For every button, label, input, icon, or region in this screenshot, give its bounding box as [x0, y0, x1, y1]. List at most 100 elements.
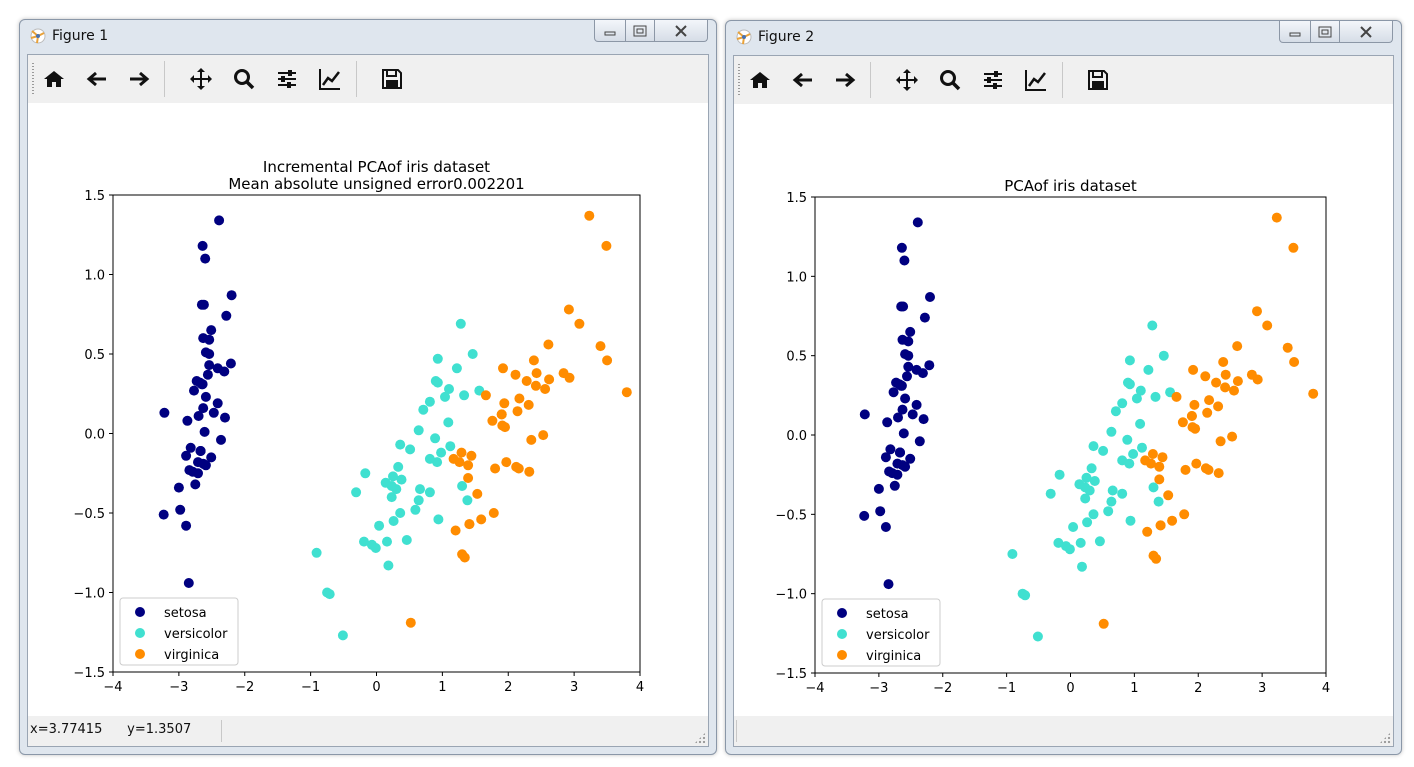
data-point-virginica: [1282, 342, 1293, 353]
data-point-versicolor: [1135, 418, 1146, 429]
data-point-versicolor: [443, 417, 454, 428]
minimize-button[interactable]: [594, 20, 626, 42]
title-bar[interactable]: Figure 2: [726, 21, 1401, 53]
data-point-virginica: [543, 339, 554, 350]
x-tick-label: 2: [1194, 681, 1202, 696]
configure-subplots-icon: [278, 70, 296, 88]
data-point-virginica: [574, 318, 585, 329]
data-point-setosa: [182, 415, 193, 426]
navigation-toolbar: [28, 55, 708, 103]
data-point-versicolor: [1137, 442, 1147, 453]
maximize-button[interactable]: [626, 20, 655, 42]
data-point-virginica: [1204, 395, 1215, 406]
legend-marker: [837, 608, 847, 618]
status-separator: [221, 720, 222, 742]
forward-arrow-icon: [130, 71, 150, 87]
data-point-virginica: [601, 240, 612, 251]
zoom-button[interactable]: [934, 64, 966, 96]
pan-button[interactable]: [891, 64, 923, 96]
figure-window-2: Figure 2 PCAof iris dataset −4 −3 −2 −1 0 1 2 3 4…: [725, 20, 1402, 755]
data-point-virginica: [1155, 520, 1166, 531]
data-point-setosa: [173, 482, 184, 493]
data-point-virginica: [521, 376, 532, 386]
configure-subplots-button[interactable]: [977, 64, 1009, 96]
home-button[interactable]: [38, 63, 70, 95]
data-point-versicolor: [1110, 406, 1121, 417]
forward-button[interactable]: [829, 64, 861, 96]
back-button[interactable]: [787, 64, 819, 96]
data-point-setosa: [175, 504, 186, 515]
save-icon: [1088, 70, 1108, 90]
data-point-virginica: [1202, 407, 1213, 418]
pan-button[interactable]: [185, 63, 217, 95]
plot-area[interactable]: PCAof iris dataset −4 −3 −2 −1 0 1 2 3 4 −1.5 −1.0 −…: [734, 104, 1393, 716]
data-point-versicolor: [1103, 506, 1114, 517]
back-button[interactable]: [81, 63, 113, 95]
toolbar-separator: [356, 61, 357, 97]
data-point-versicolor: [1082, 517, 1093, 528]
data-point-versicolor: [457, 481, 468, 491]
legend-label: setosa: [866, 607, 909, 622]
save-button[interactable]: [376, 63, 408, 95]
toolbar-grip[interactable]: [32, 63, 34, 95]
zoom-button[interactable]: [228, 63, 260, 95]
close-button[interactable]: [655, 20, 708, 42]
data-point-virginica: [523, 399, 534, 410]
data-point-setosa: [900, 461, 911, 472]
data-point-versicolor: [459, 390, 470, 401]
figure-window-1: Figure 1 Incremental PCAof iris dataset M…: [19, 19, 717, 755]
data-point-virginica: [463, 460, 474, 471]
data-point-setosa: [212, 363, 223, 374]
scatter-chart[interactable]: PCAof iris dataset −4 −3 −2 −1 0 1 2 3 4 −1.5 −1.0 −…: [734, 104, 1393, 722]
data-point-setosa: [896, 380, 907, 391]
figure-canvas-area: PCAof iris dataset −4 −3 −2 −1 0 1 2 3 4 −1.5 −1.0 −…: [733, 55, 1394, 747]
forward-button[interactable]: [123, 63, 155, 95]
data-point-setosa: [859, 510, 870, 521]
chart-title: PCAof iris dataset: [1004, 177, 1137, 195]
data-point-setosa: [912, 217, 923, 228]
data-point-setosa: [925, 292, 935, 302]
data-point-virginica: [450, 525, 461, 536]
legend-marker: [135, 649, 145, 659]
data-point-setosa: [197, 379, 208, 390]
edit-axis-icon: [319, 69, 340, 90]
x-tick-label: −1: [997, 681, 1016, 696]
data-point-virginica: [528, 355, 539, 366]
x-tick-label: −4: [805, 681, 824, 696]
minimize-button[interactable]: [1279, 21, 1311, 43]
data-point-virginica: [1200, 371, 1211, 382]
data-point-versicolor: [424, 453, 435, 464]
legend-label: versicolor: [866, 628, 930, 643]
y-tick-label: 0.5: [786, 350, 807, 365]
data-point-virginica: [524, 466, 535, 477]
data-point-virginica: [1203, 464, 1214, 475]
data-point-virginica: [510, 369, 521, 380]
resize-grip[interactable]: [694, 732, 706, 744]
navigation-toolbar: [734, 56, 1393, 104]
close-button[interactable]: [1340, 21, 1393, 43]
data-point-virginica: [1213, 468, 1224, 479]
home-button[interactable]: [744, 64, 776, 96]
resize-grip[interactable]: [1379, 732, 1391, 744]
save-button[interactable]: [1082, 64, 1114, 96]
data-point-versicolor: [1125, 515, 1136, 526]
data-point-setosa: [893, 412, 903, 423]
x-tick-label: 1: [438, 680, 446, 695]
toolbar-grip[interactable]: [738, 64, 740, 96]
configure-subplots-button[interactable]: [271, 63, 303, 95]
edit-axis-button[interactable]: [314, 63, 346, 95]
data-point-virginica: [514, 393, 525, 404]
title-bar[interactable]: Figure 1: [20, 20, 716, 52]
data-point-versicolor: [418, 404, 429, 415]
x-tick-label: −3: [869, 681, 888, 696]
x-tick-label: 4: [636, 680, 644, 695]
y-tick-label: 0.5: [84, 348, 105, 363]
data-point-virginica: [1188, 364, 1199, 375]
data-point-setosa: [880, 452, 891, 463]
data-point-virginica: [1177, 417, 1188, 428]
data-point-setosa: [898, 428, 909, 439]
edit-axis-button[interactable]: [1020, 64, 1052, 96]
plot-area[interactable]: Incremental PCAof iris dataset Mean absol…: [28, 103, 708, 716]
maximize-button[interactable]: [1311, 21, 1340, 43]
